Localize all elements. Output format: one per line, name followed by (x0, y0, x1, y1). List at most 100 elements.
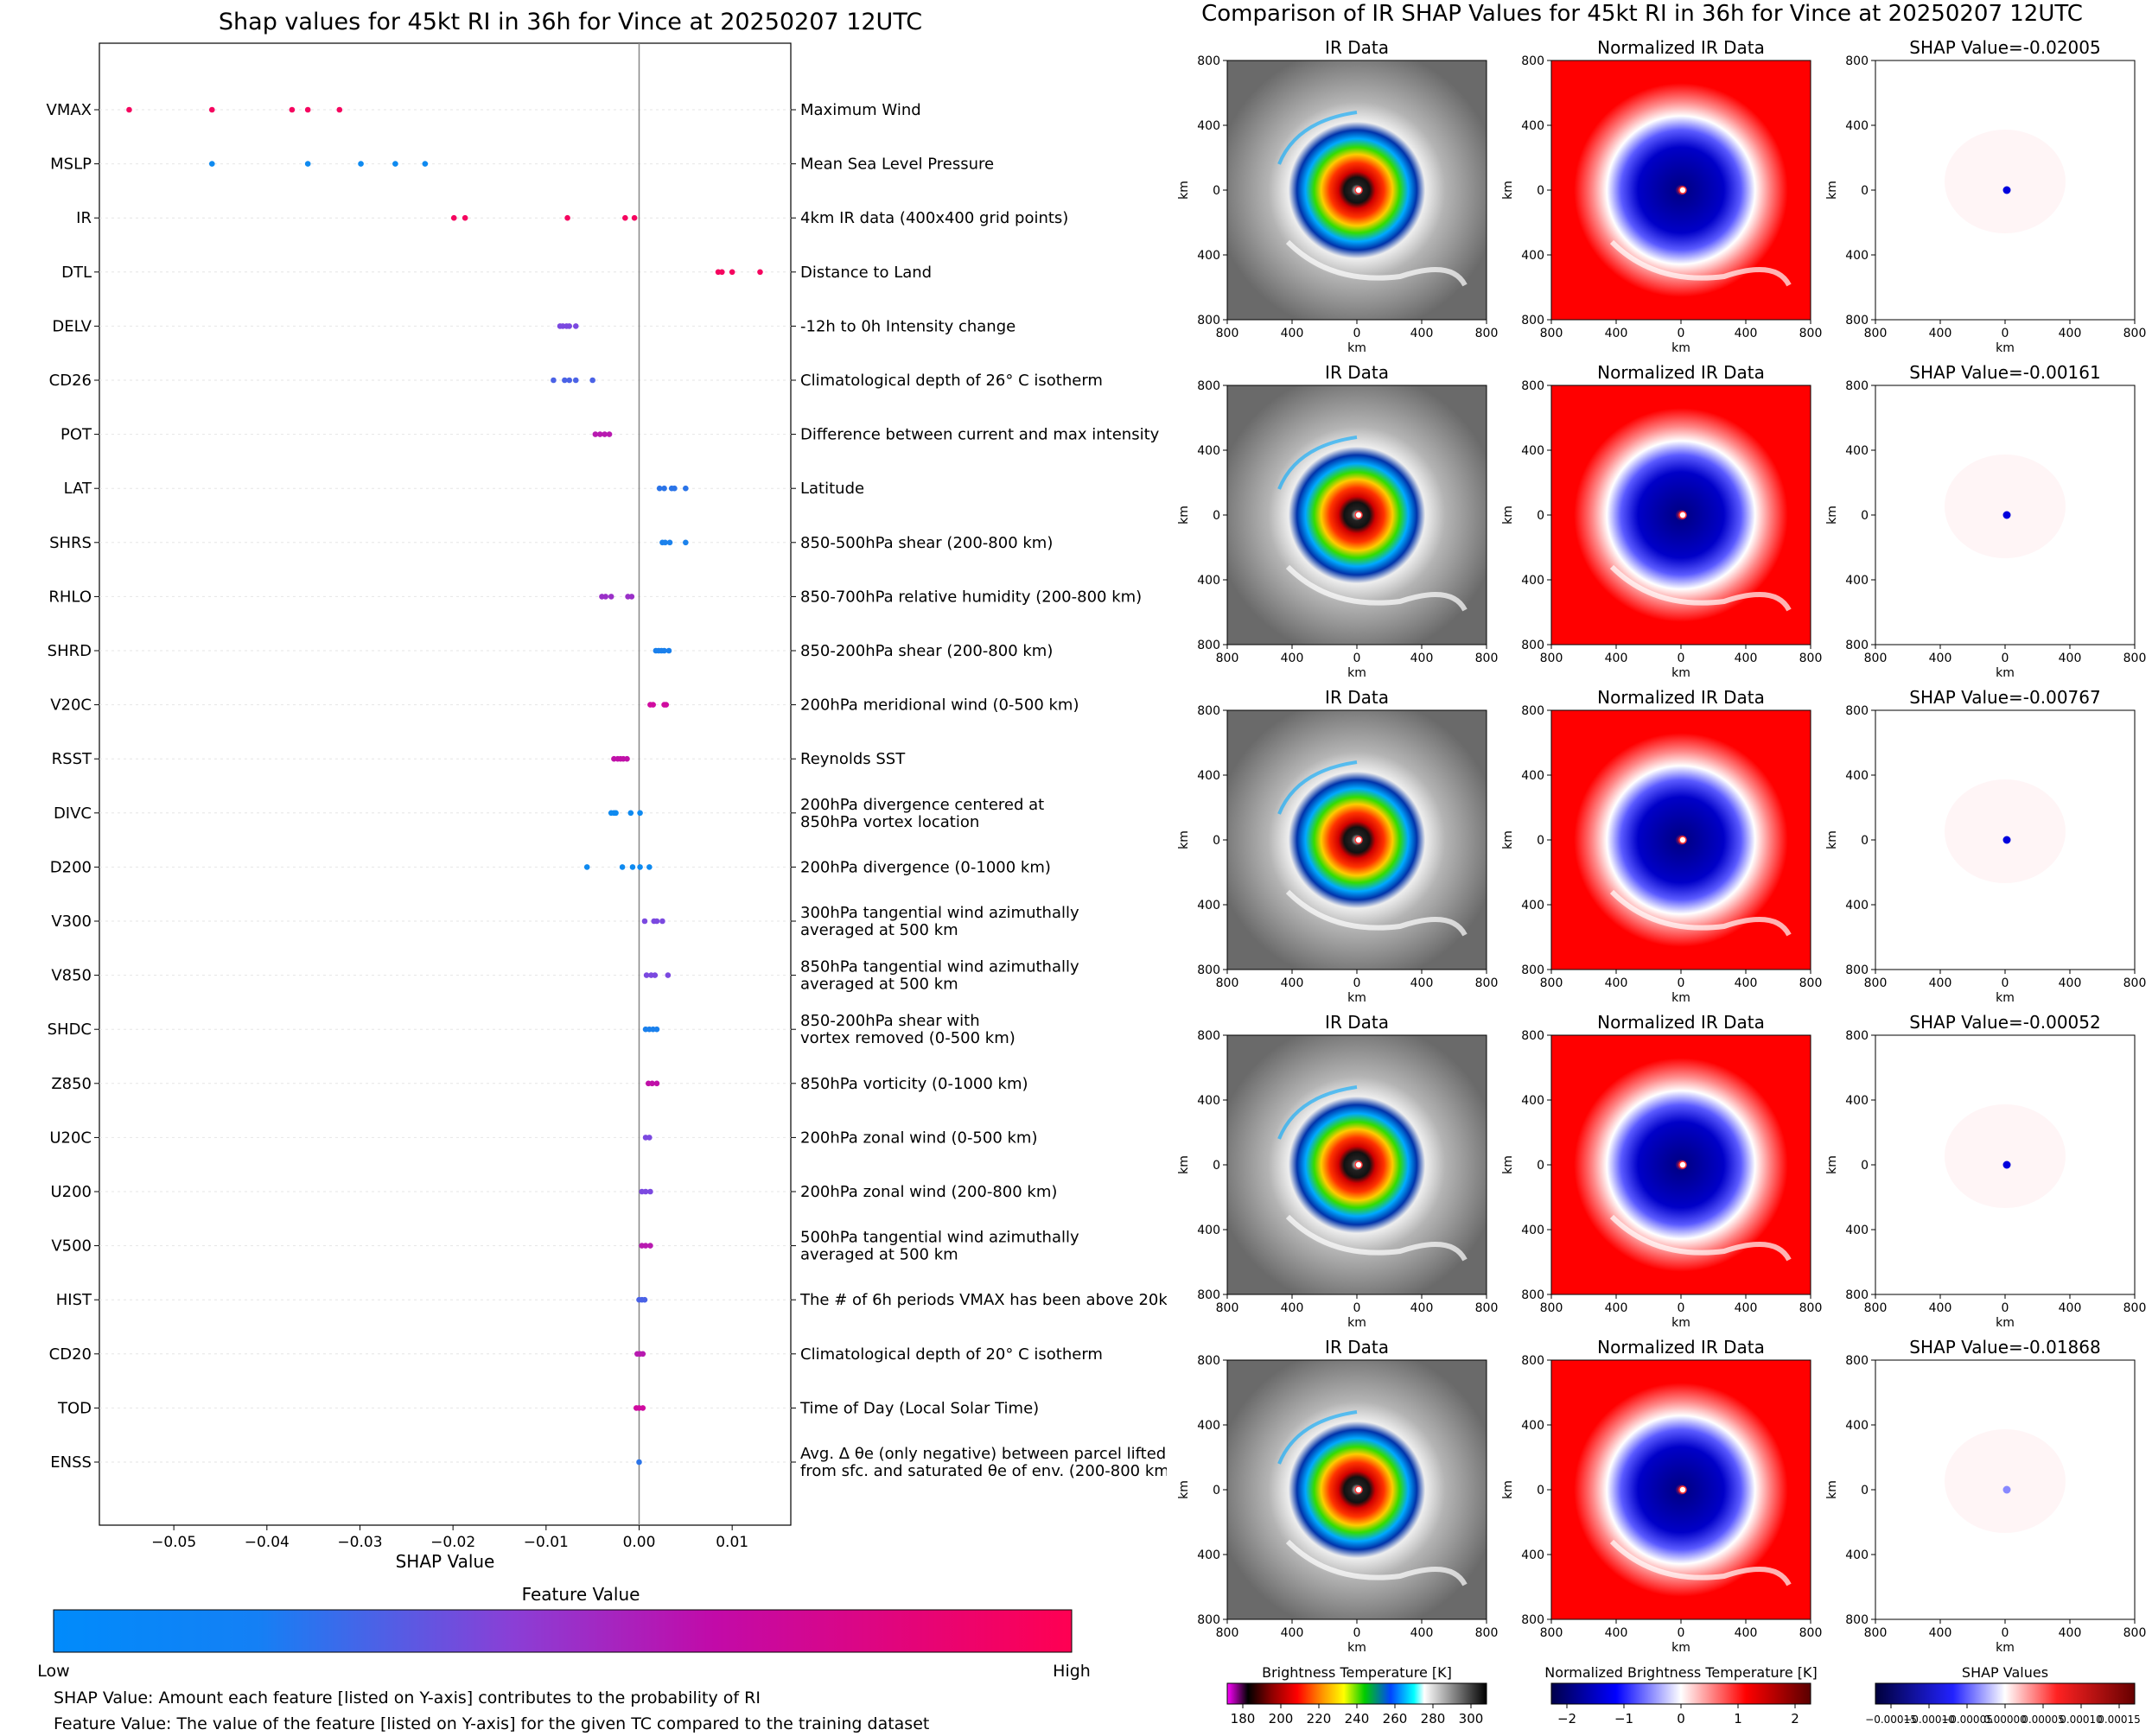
panel-x-tick-label: 400 (1281, 1301, 1304, 1315)
x-tick-label: 0.00 (623, 1534, 656, 1551)
shap-point (729, 269, 735, 276)
panel-y-axis-label: km (1825, 181, 1839, 200)
panel-y-tick-label: 0 (1213, 1484, 1220, 1498)
shap-point (592, 431, 599, 437)
shap-point (647, 1243, 653, 1249)
panel-y-tick-label: 0 (1213, 184, 1220, 198)
feature-description-label: Climatological depth of 20° C isotherm (800, 1345, 1103, 1364)
shap-faint-region (1945, 130, 2066, 233)
shap-point (608, 594, 614, 600)
panel-y-tick-label: 400 (1197, 1224, 1220, 1237)
panel-x-tick-label: 0 (2002, 1626, 2009, 1640)
panel-y-tick-label: 400 (1845, 249, 1869, 263)
panel-y-tick-label: 400 (1197, 769, 1220, 783)
panel-x-tick-label: 0 (1353, 1301, 1361, 1315)
panel-row: IR Data80080040040000400400800800kmkmNor… (1177, 37, 2146, 355)
panel-x-axis-label: km (1996, 991, 2015, 1005)
shap-point (602, 431, 608, 437)
feature-code-label: CD20 (49, 1345, 92, 1364)
panel-y-tick-label: 400 (1197, 444, 1220, 458)
x-tick-label: −0.04 (245, 1534, 290, 1551)
x-tick-label: 0.01 (716, 1534, 748, 1551)
shap-point (624, 755, 630, 762)
shap-point (683, 485, 689, 492)
shap-point (392, 161, 398, 167)
panel-title: Normalized IR Data (1597, 687, 1765, 708)
panel-x-tick-label: 800 (1216, 976, 1239, 990)
panel-y-tick-label: 0 (1537, 509, 1544, 523)
feature-description-label: Time of Day (Local Solar Time) (799, 1399, 1039, 1417)
colorbar-tick-label: 0 (1677, 1711, 1685, 1726)
feature-description-label: 500hPa tangential wind azimuthally averag… (800, 1229, 1079, 1264)
panel-x-axis-label: km (1996, 341, 2015, 355)
ir-comparison-panels: Comparison of IR SHAP Values for 45kt RI… (1177, 1, 2146, 1726)
colorbar-tick-label: 280 (1421, 1711, 1446, 1726)
panel-x-tick-label: 0 (1678, 976, 1685, 990)
feature-code-label: TOD (57, 1399, 92, 1417)
panel-title: IR Data (1325, 687, 1389, 708)
panel-x-tick-label: 400 (1605, 976, 1628, 990)
feature-code-label: V850 (51, 967, 92, 985)
panel-y-tick-label: 0 (1861, 509, 1869, 523)
spiral-band (1609, 1539, 1792, 1587)
panel-row: IR Data80080040040000400400800800kmkmNor… (1177, 1337, 2146, 1655)
colorbar-high-label: High (1053, 1662, 1091, 1681)
shap-point (336, 106, 343, 113)
panel-row: IR Data80080040040000400400800800kmkmNor… (1177, 687, 2146, 1005)
shap-point (422, 161, 429, 167)
panel-x-tick-label: 400 (1281, 327, 1304, 340)
colorbar-title: Normalized Brightness Temperature [K] (1544, 1664, 1818, 1681)
panel-x-tick-label: 800 (2123, 976, 2147, 990)
panel-x-tick-label: 0 (1678, 652, 1685, 665)
colorbar-tick-label: −2 (1557, 1711, 1576, 1726)
panel-y-tick-label: 800 (1197, 54, 1220, 68)
colorbar-tick-label: −0.00015 (1865, 1714, 1917, 1726)
colorbar-tick-label: 300 (1459, 1711, 1484, 1726)
panel-y-tick-label: 800 (1845, 1288, 1869, 1302)
panel-y-tick-label: 800 (1197, 379, 1220, 393)
shap-point (636, 1459, 642, 1466)
shap-point (572, 323, 579, 329)
feature-code-label: RSST (52, 750, 92, 768)
colorbar-title: SHAP Values (1962, 1664, 2048, 1681)
panel-x-tick-label: 0 (2002, 1301, 2009, 1315)
storm-eye (1354, 1161, 1363, 1169)
shap-values-colorbar (1875, 1682, 2136, 1705)
panel-title: IR Data (1325, 362, 1389, 383)
panel-x-tick-label: 800 (1216, 1626, 1239, 1640)
panel-x-tick-label: 400 (1410, 1301, 1434, 1315)
shap-center-spot (2002, 186, 2011, 194)
panel-x-tick-label: 400 (1281, 652, 1304, 665)
panel-y-tick-label: 0 (1537, 1484, 1544, 1498)
feature-description-label: 850-200hPa shear (200-800 km) (800, 642, 1053, 660)
panel-y-tick-label: 400 (1521, 899, 1544, 913)
shap-point (596, 431, 603, 437)
panel-y-tick-label: 800 (1197, 1354, 1220, 1368)
shap-point (719, 269, 725, 276)
shap-point (683, 539, 689, 546)
colorbar-tick-label: −0.00005 (1941, 1714, 1993, 1726)
panel-title: SHAP Value=-0.00161 (1909, 362, 2100, 383)
feature-description-label: 850-200hPa shear with vortex removed (0-5… (800, 1012, 1016, 1047)
spiral-band (1609, 239, 1792, 287)
shap-point (757, 269, 763, 276)
shap-center-spot (2002, 836, 2011, 844)
panel-x-tick-label: 400 (1929, 327, 1952, 340)
panel-y-tick-label: 400 (1197, 1094, 1220, 1108)
panel-title: Normalized IR Data (1597, 37, 1765, 58)
shap-point (564, 214, 570, 221)
panel-x-tick-label: 400 (1410, 652, 1434, 665)
feature-code-label: DELV (52, 317, 92, 335)
shap-point (606, 431, 613, 437)
shap-point (661, 485, 667, 492)
feature-code-label: Z850 (51, 1075, 92, 1093)
panel-x-axis-label: km (1996, 666, 2015, 680)
feature-description-label: Climatological depth of 26° C isotherm (800, 372, 1103, 390)
feature-description-label: Distance to Land (800, 264, 932, 282)
panel-y-tick-label: 400 (1521, 1094, 1544, 1108)
panel-x-tick-label: 0 (1353, 1626, 1361, 1640)
shap-plot-frame (99, 42, 792, 1526)
feature-description-label: Difference between current and max inten… (800, 426, 1160, 444)
panel-x-tick-label: 400 (1410, 1626, 1434, 1640)
panel-row: IR Data80080040040000400400800800kmkmNor… (1177, 362, 2146, 680)
